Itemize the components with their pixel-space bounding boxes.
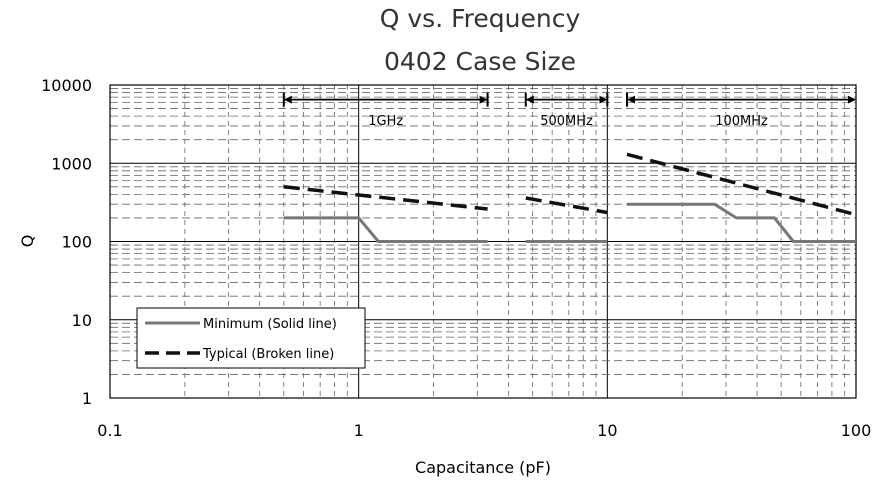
legend-box xyxy=(136,307,366,369)
band-label: 500MHz xyxy=(540,114,593,129)
legend-label-minimum: Minimum (Solid line) xyxy=(203,317,337,332)
x-axis-label: Capacitance (pF) xyxy=(415,458,551,477)
x-tick-label: 0.1 xyxy=(97,421,122,440)
x-tick-label: 10 xyxy=(597,421,617,440)
series-minimum-line xyxy=(627,202,856,243)
y-tick-label: 10 xyxy=(72,311,92,330)
frequency-bands: 1GHz 500MHz 100MHz xyxy=(282,92,856,129)
x-tick-labels: 0.1 1 10 100 xyxy=(97,421,871,440)
y-tick-label: 1 xyxy=(82,389,92,408)
y-tick-labels: 1 10 100 1000 10000 xyxy=(41,76,92,408)
legend: Minimum (Solid line) Typical (Broken lin… xyxy=(136,307,366,369)
y-tick-label: 100 xyxy=(61,233,92,252)
y-axis-label: Q xyxy=(18,235,37,248)
series-typical-line xyxy=(626,152,857,217)
series-typical-line xyxy=(283,185,488,211)
y-tick-label: 1000 xyxy=(51,154,92,173)
band-label: 100MHz xyxy=(715,114,768,129)
y-tick-label: 10000 xyxy=(41,76,92,95)
band-label: 1GHz xyxy=(368,114,403,129)
x-tick-label: 100 xyxy=(841,421,872,440)
x-tick-label: 1 xyxy=(354,421,364,440)
series-minimum-line xyxy=(283,216,488,243)
chart-subtitle: 0402 Case Size xyxy=(384,47,576,76)
legend-label-typical: Typical (Broken line) xyxy=(202,347,334,362)
data-series xyxy=(283,152,857,243)
chart-title: Q vs. Frequency xyxy=(380,4,581,33)
series-typical-line xyxy=(525,196,608,215)
